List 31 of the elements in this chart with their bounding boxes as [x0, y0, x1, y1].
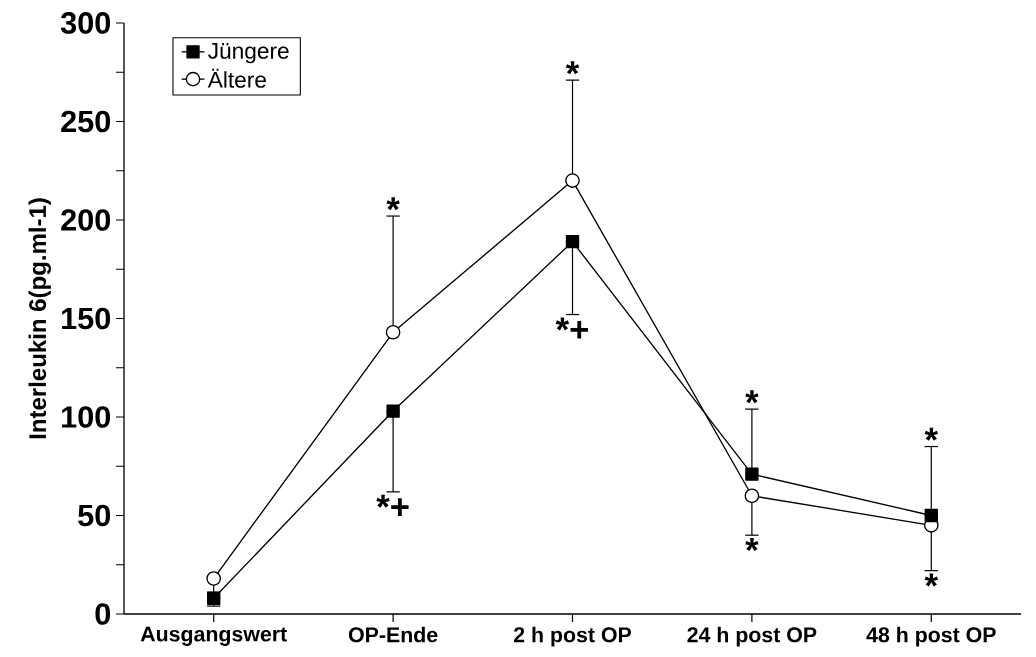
x-tick-label: 24 h post OP — [687, 626, 817, 647]
point — [924, 508, 938, 523]
legend-label: Ältere — [207, 68, 266, 88]
annotation: * — [745, 390, 759, 404]
y-tick-label: 50 — [78, 504, 111, 527]
point — [385, 324, 401, 340]
y-tick-label: 150 — [62, 307, 111, 330]
annotation: * — [924, 427, 939, 441]
annotation: * — [565, 61, 580, 75]
point — [745, 467, 759, 481]
y-tick-label: 300 — [60, 12, 111, 34]
point — [565, 173, 580, 188]
y-tick-label: 0 — [95, 603, 111, 625]
y-tick-label: 250 — [61, 110, 111, 133]
y-tick-label: 200 — [61, 209, 111, 231]
point — [386, 404, 400, 418]
annotation: * — [386, 197, 400, 211]
point — [206, 571, 222, 586]
y-axis-title: Interleukin 6(pg.ml-1) — [28, 198, 51, 439]
x-tick-label: OP-Ende — [348, 626, 438, 643]
y-tick-label: 100 — [62, 406, 111, 428]
x-tick-label: 2 h post OP — [513, 626, 632, 647]
annotation: * — [745, 538, 759, 552]
annotation: *+ — [376, 494, 409, 516]
annotation: *+ — [555, 317, 588, 339]
legend-label: Jüngere — [208, 43, 289, 64]
point — [744, 488, 760, 504]
x-tick-label: Ausgangswert — [140, 626, 287, 646]
x-tick-label: 48 h post OP — [866, 626, 996, 647]
point — [565, 234, 580, 249]
annotation: * — [924, 573, 939, 587]
